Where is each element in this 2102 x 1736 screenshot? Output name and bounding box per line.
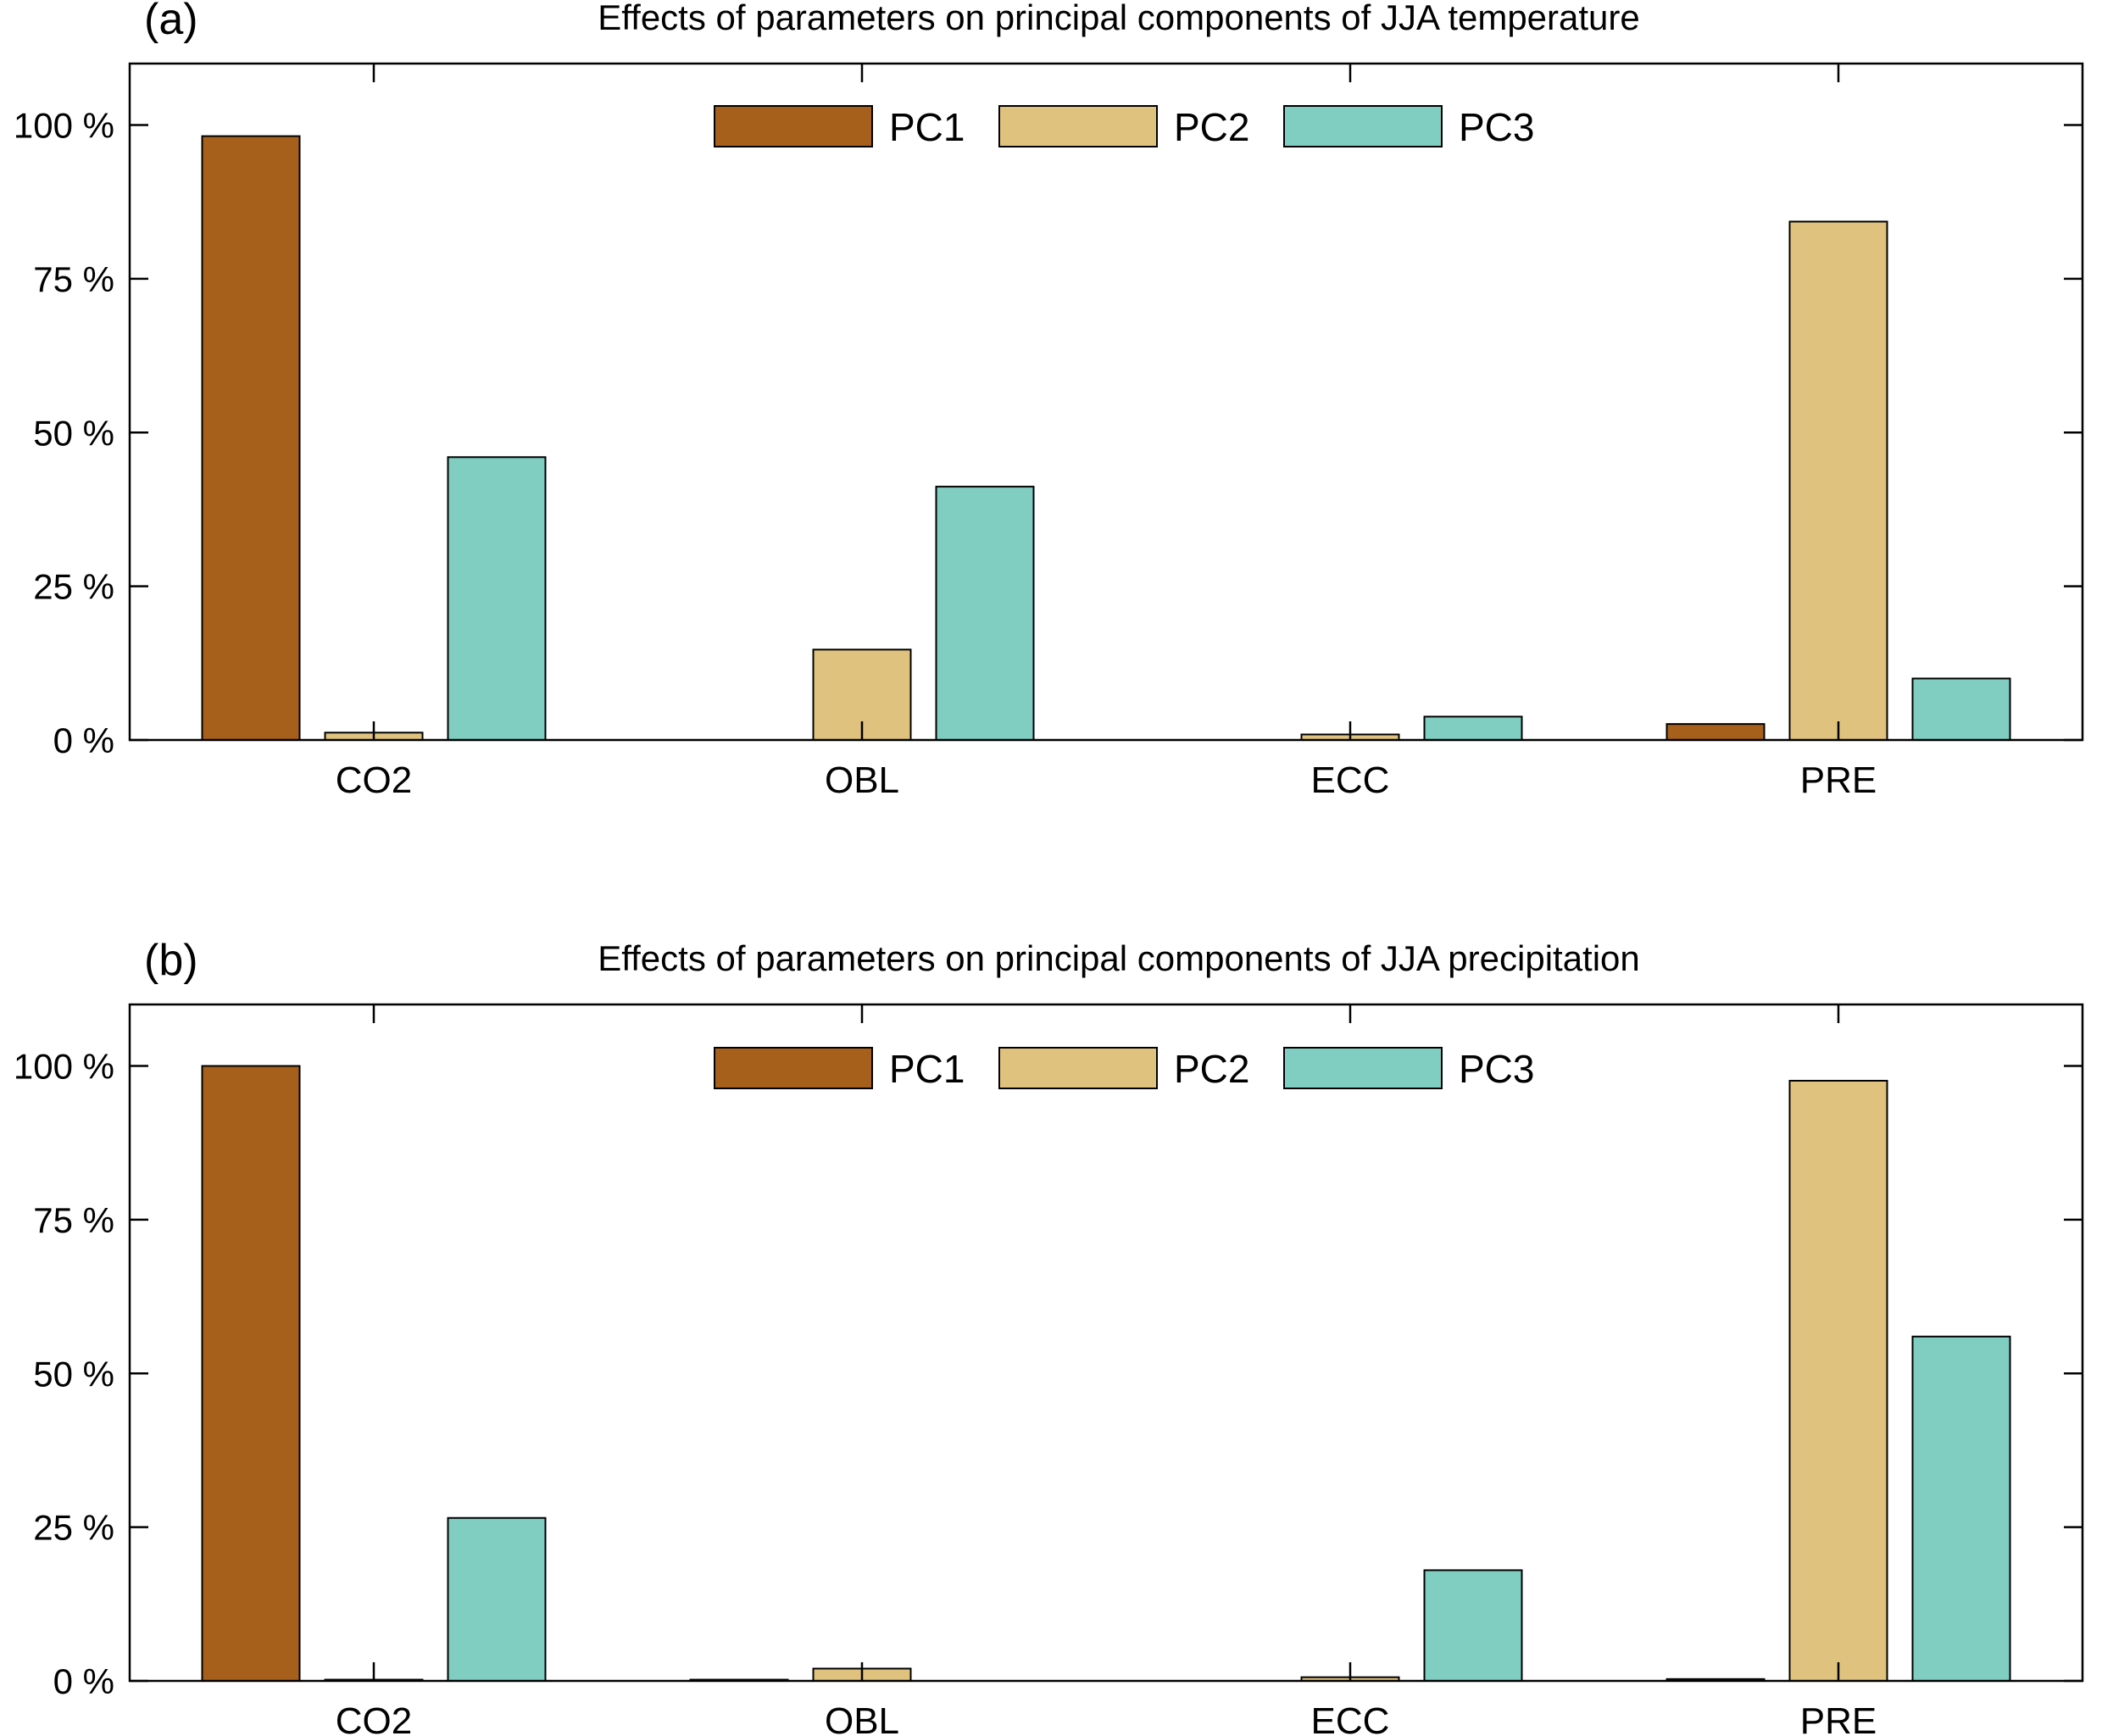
- bar-pc2-pre: [1788, 1079, 1888, 1683]
- x-tick-label-ecc: ECC: [1311, 1700, 1390, 1736]
- y-tick-label: 100 %: [14, 106, 114, 146]
- bar-pc3-ecc: [1423, 715, 1523, 742]
- bar-pc2-pre: [1788, 220, 1888, 741]
- legend-label-pc3: PC3: [1459, 105, 1534, 149]
- x-tick-label-obl: OBL: [825, 760, 899, 801]
- legend-label-pc2: PC2: [1174, 105, 1249, 149]
- y-tick-label: 50 %: [33, 413, 114, 453]
- x-tick-label-co2: CO2: [336, 760, 412, 801]
- bar-pc1-co2: [201, 135, 301, 741]
- x-tick-label-pre: PRE: [1800, 760, 1877, 801]
- plot-frame: [128, 1003, 2084, 1683]
- panel-a-chart: Effects of parameters on principal compo…: [14, 0, 2084, 801]
- chart-title: Effects of parameters on principal compo…: [598, 938, 1640, 978]
- legend-swatch-pc3: [1283, 105, 1443, 147]
- panel-label: (a): [144, 0, 198, 44]
- bar-pc3-pre: [1911, 677, 2011, 741]
- legend-label-pc3: PC3: [1459, 1047, 1534, 1091]
- bar-pc3-co2: [447, 1516, 547, 1682]
- y-tick-label: 25 %: [33, 567, 114, 607]
- y-tick-label: 0 %: [53, 721, 114, 760]
- legend-swatch-pc3: [1283, 1047, 1443, 1089]
- y-tick-label: 100 %: [14, 1047, 114, 1087]
- y-tick-label: 75 %: [33, 259, 114, 299]
- plot-frame: [128, 62, 2084, 742]
- y-tick-label: 50 %: [33, 1354, 114, 1394]
- x-tick-label-ecc: ECC: [1311, 760, 1390, 801]
- x-tick-label-obl: OBL: [825, 1700, 899, 1736]
- legend-swatch-pc2: [998, 1047, 1158, 1089]
- bar-pc3-ecc: [1423, 1569, 1523, 1683]
- legend-label-pc1: PC1: [889, 1047, 965, 1091]
- y-tick-label: 75 %: [33, 1200, 114, 1240]
- bar-pc3-co2: [447, 456, 547, 741]
- legend-swatch-pc1: [714, 105, 873, 147]
- legend-label-pc2: PC2: [1174, 1047, 1249, 1091]
- panel-label: (b): [144, 936, 198, 985]
- bar-pc3-obl: [935, 486, 1035, 741]
- legend-swatch-pc1: [714, 1047, 873, 1089]
- bar-pc3-pre: [1911, 1335, 2011, 1683]
- x-tick-label-co2: CO2: [336, 1700, 412, 1736]
- y-tick-label: 0 %: [53, 1661, 114, 1701]
- x-tick-label-pre: PRE: [1800, 1700, 1877, 1736]
- legend-swatch-pc2: [998, 105, 1158, 147]
- chart-title: Effects of parameters on principal compo…: [598, 0, 1640, 37]
- legend-label-pc1: PC1: [889, 105, 965, 149]
- y-tick-label: 25 %: [33, 1508, 114, 1548]
- panel-b-chart: Effects of parameters on principal compo…: [14, 936, 2084, 1736]
- bar-pc1-co2: [201, 1065, 301, 1682]
- bar-pc1-pre: [1665, 723, 1766, 742]
